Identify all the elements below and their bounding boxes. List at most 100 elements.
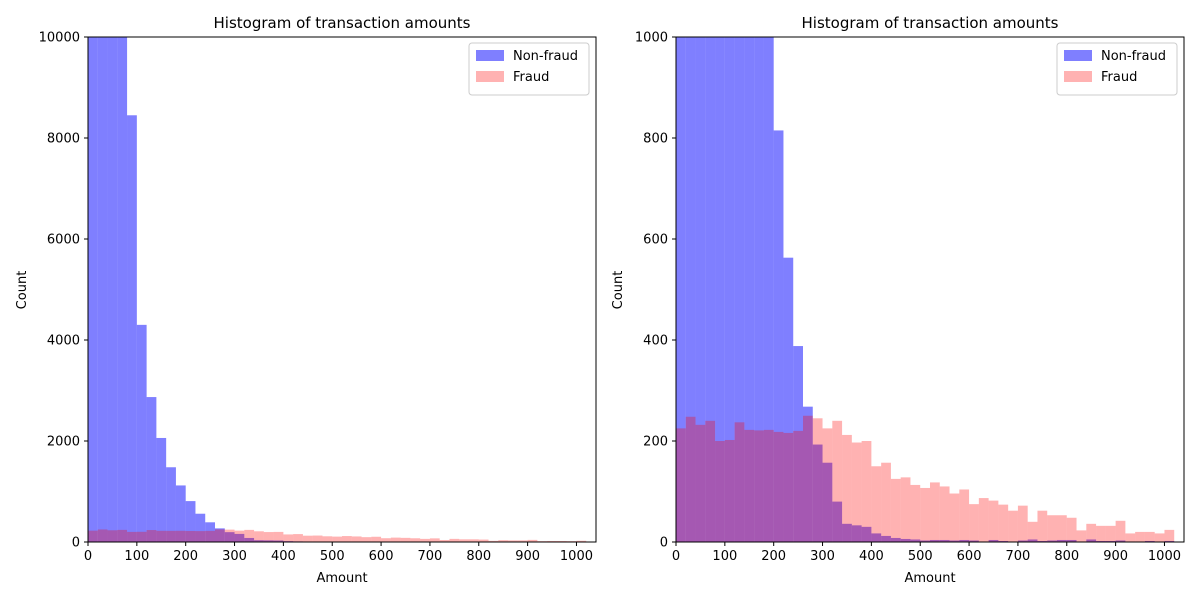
histogram-bar	[156, 437, 167, 542]
histogram-bar	[851, 442, 862, 542]
x-tick-label: 1000	[1148, 549, 1181, 564]
histogram-bar	[998, 540, 1009, 542]
histogram-bar	[705, 420, 716, 542]
histogram-bar	[97, 37, 108, 542]
y-tick-label: 1000	[635, 31, 668, 46]
x-tick-label: 500	[908, 549, 933, 564]
histogram-bar	[724, 439, 735, 542]
x-tick-label: 400	[859, 549, 884, 564]
y-tick-label: 6000	[47, 233, 80, 248]
histogram-bar	[724, 37, 735, 542]
histogram-bar	[685, 37, 696, 542]
histogram-bar	[822, 428, 833, 542]
x-tick-label: 800	[466, 549, 491, 564]
histogram-bar	[1047, 515, 1057, 542]
histogram-bar	[734, 422, 745, 542]
histogram-bar	[185, 501, 196, 542]
histogram-bar	[410, 538, 421, 542]
histogram-bar	[1047, 540, 1057, 542]
legend-swatch	[1064, 71, 1092, 82]
histogram-bar	[351, 536, 362, 542]
histogram-bar	[508, 540, 518, 542]
histogram-bar	[361, 537, 372, 542]
x-tick-label: 900	[515, 549, 540, 564]
bars	[88, 37, 587, 542]
histogram-bar	[734, 37, 745, 542]
histogram-bar	[322, 536, 333, 542]
histogram-bar	[400, 537, 411, 542]
histogram-bar	[715, 37, 725, 542]
histogram-bar	[1017, 505, 1028, 542]
series-fraud	[88, 529, 587, 542]
y-tick-label: 0	[660, 536, 668, 551]
histogram-bar	[920, 540, 930, 542]
histogram-bar	[793, 430, 803, 542]
y-tick-label: 8000	[47, 132, 80, 147]
chart-title: Histogram of transaction amounts	[802, 14, 1059, 32]
histogram-bar	[234, 530, 245, 542]
histogram-bar	[1008, 510, 1018, 542]
y-axis-label: Count	[15, 271, 30, 310]
histogram-bar	[783, 432, 794, 542]
histogram-bar	[930, 482, 940, 542]
histogram-bar	[127, 531, 137, 542]
histogram-bar	[1125, 533, 1136, 542]
histogram-bar	[744, 37, 755, 542]
histogram-bar	[832, 420, 843, 542]
histogram-bar	[205, 530, 215, 542]
histogram-bar	[254, 540, 264, 542]
histogram-bar	[224, 529, 235, 542]
histogram-bar	[803, 406, 813, 542]
histogram-bar	[783, 257, 794, 542]
histogram-bar	[107, 530, 118, 542]
y-tick-label: 4000	[47, 334, 80, 349]
histogram-bar	[175, 485, 186, 542]
histogram-bar	[763, 37, 774, 542]
histogram-bar	[127, 115, 137, 542]
histogram-bar	[244, 529, 255, 542]
histogram-bar	[146, 397, 157, 542]
histogram-bar	[939, 486, 950, 542]
histogram-bar	[910, 539, 921, 542]
histogram-bar	[234, 533, 245, 542]
histogram-bar	[556, 540, 567, 542]
histogram-bar	[263, 532, 274, 542]
histogram-bar	[763, 429, 774, 542]
histogram-bar	[166, 530, 176, 542]
histogram-bar	[812, 444, 823, 542]
histogram-bar	[439, 539, 450, 542]
x-tick-label: 300	[810, 549, 835, 564]
histogram-bar	[861, 441, 872, 542]
histogram-bar	[851, 525, 862, 542]
y-tick-label: 2000	[47, 435, 80, 450]
histogram-bar	[1096, 540, 1106, 542]
histogram-bar	[342, 536, 352, 542]
histogram-bar	[527, 539, 538, 542]
histogram-bar	[332, 536, 342, 542]
histogram-bar	[705, 37, 716, 542]
histogram-bar	[136, 531, 147, 542]
histogram-bar	[117, 529, 128, 542]
histogram-bar	[273, 531, 284, 542]
histogram-bar	[371, 536, 382, 542]
histogram-bar	[547, 540, 557, 542]
histogram-bar	[695, 424, 706, 542]
histogram-bar	[871, 466, 882, 542]
histogram-bar	[1027, 521, 1038, 542]
histogram-bar	[695, 37, 706, 542]
histogram-bar	[969, 504, 979, 542]
histogram-bar	[1115, 520, 1126, 542]
histogram-bar	[97, 529, 108, 542]
histogram-bar	[1105, 525, 1116, 542]
y-tick-label: 0	[72, 536, 80, 551]
histogram-bar	[871, 533, 882, 542]
histogram-bar	[1144, 531, 1155, 542]
x-tick-label: 700	[1006, 549, 1031, 564]
histogram-bar	[930, 539, 940, 542]
histogram-bar	[1037, 510, 1048, 542]
histogram-bar	[273, 540, 284, 542]
x-tick-label: 400	[271, 549, 296, 564]
histogram-bar	[469, 539, 479, 542]
histogram-bar	[959, 489, 970, 542]
